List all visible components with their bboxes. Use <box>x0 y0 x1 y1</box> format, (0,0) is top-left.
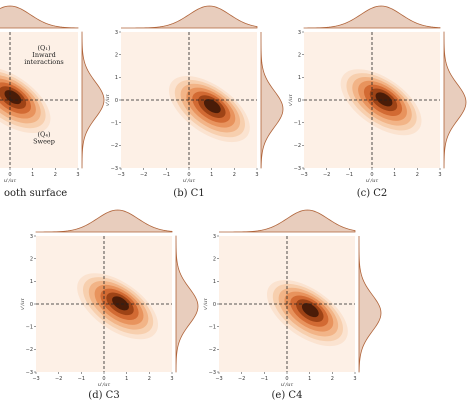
y-marginal-density <box>175 235 199 373</box>
x-tick-label: −1 <box>261 376 268 382</box>
x-tick-label: −3 <box>300 172 307 178</box>
x-marginal-density <box>35 209 173 233</box>
density-level-6 <box>301 303 319 318</box>
y-tick-label: −1 <box>111 120 118 126</box>
x-tick-label: 0 <box>102 376 105 382</box>
x-marginal-density <box>303 5 441 29</box>
x-tick-label: 0 <box>187 172 190 178</box>
density-level-6 <box>4 90 22 105</box>
x-axis-label: u'/uτ <box>183 178 195 184</box>
y-axis-label: v'/uτ <box>288 94 294 106</box>
x-tick-label: −2 <box>323 172 330 178</box>
y-tick-label: −2 <box>26 347 33 353</box>
x-axis-label: u'/uτ <box>4 178 16 184</box>
x-tick-label: 2 <box>233 172 236 178</box>
x-tick-label: 3 <box>353 376 356 382</box>
y-tick-label: 0 <box>213 302 216 308</box>
y-tick-label: 3 <box>30 234 33 240</box>
panel-caption: (c) C2 <box>357 188 388 199</box>
density-level-6 <box>203 99 221 114</box>
x-tick-label: −3 <box>117 172 124 178</box>
y-tick-label: 3 <box>115 30 118 36</box>
x-tick-label: 1 <box>393 172 396 178</box>
x-tick-label: 3 <box>76 172 79 178</box>
quadrant-annotation-0: (Q₁) Inward interactions <box>24 44 63 66</box>
x-axis-label: u'/uτ <box>281 382 293 388</box>
x-tick-label: 3 <box>170 376 173 382</box>
joint-plot-3: −3 −2 −1 0 1 2 3 −3 −2 −1 0 1 2 3 u'/uτ v'/uτ (d) C3 <box>20 209 199 401</box>
x-tick-label: −2 <box>140 172 147 178</box>
joint-plot-2: −3 −2 −1 0 1 2 3 −3 −2 −1 0 1 2 3 u'/uτ v'/uτ (c) C2 <box>288 5 467 199</box>
y-tick-label: 3 <box>213 234 216 240</box>
x-tick-label: −1 <box>346 172 353 178</box>
y-marginal-density <box>358 236 382 373</box>
x-tick-label: 2 <box>331 376 334 382</box>
y-tick-label: 1 <box>298 75 301 81</box>
joint-plot-4: −3 −2 −1 0 1 2 3 −3 −2 −1 0 1 2 3 u'/uτ v'/uτ (e) C4 <box>203 209 382 401</box>
y-tick-label: −1 <box>209 324 216 330</box>
joint-plot-0: 0 1 2 3 u'/uτ (Q₁) Inward interactions (Q₄) Sweep… <box>0 5 105 199</box>
y-tick-label: 1 <box>115 75 118 81</box>
y-tick-label: −3 <box>294 166 301 172</box>
y-tick-label: 2 <box>30 256 33 262</box>
density-level-6 <box>375 92 393 107</box>
y-marginal-density <box>260 32 284 169</box>
density-contours <box>340 69 422 136</box>
panel-caption: (b) C1 <box>173 188 204 199</box>
panel-caption: (e) C4 <box>272 390 303 401</box>
y-tick-label: −3 <box>111 166 118 172</box>
x-tick-label: 0 <box>370 172 373 178</box>
density-level-6 <box>112 296 129 311</box>
y-tick-label: 1 <box>213 279 216 285</box>
x-tick-label: 0 <box>8 172 11 178</box>
panel-caption: (d) C3 <box>88 390 119 401</box>
x-tick-label: 1 <box>31 172 34 178</box>
x-tick-label: −1 <box>163 172 170 178</box>
y-axis-label: v'/uτ <box>203 298 209 310</box>
y-tick-label: 2 <box>115 52 118 58</box>
y-tick-label: −3 <box>209 370 216 376</box>
x-axis-label: u'/uτ <box>366 178 378 184</box>
y-axis-label: v'/uτ <box>20 298 26 310</box>
y-tick-label: −1 <box>294 120 301 126</box>
x-tick-label: 1 <box>308 376 311 382</box>
x-tick-label: 2 <box>54 172 57 178</box>
x-tick-label: 2 <box>416 172 419 178</box>
y-tick-label: 2 <box>213 256 216 262</box>
x-tick-label: 1 <box>210 172 213 178</box>
y-tick-label: 0 <box>115 98 118 104</box>
y-axis-label: v'/uτ <box>105 94 111 106</box>
x-tick-label: 3 <box>438 172 441 178</box>
x-marginal-density <box>219 209 356 233</box>
y-tick-label: −2 <box>111 143 118 149</box>
y-tick-label: 0 <box>30 302 33 308</box>
panel-caption: ooth surface <box>4 188 67 199</box>
y-tick-label: 2 <box>298 52 301 58</box>
x-marginal-density <box>121 5 258 29</box>
y-marginal-density <box>443 31 467 169</box>
x-marginal-density <box>0 5 79 29</box>
x-tick-label: −2 <box>238 376 245 382</box>
x-tick-label: −1 <box>78 376 85 382</box>
y-marginal-density <box>81 31 105 169</box>
quadrant-annotation-1: (Q₄) Sweep <box>33 130 55 145</box>
x-tick-label: 2 <box>148 376 151 382</box>
x-tick-label: −3 <box>32 376 39 382</box>
y-tick-label: −2 <box>209 347 216 353</box>
x-tick-label: 3 <box>255 172 258 178</box>
x-tick-label: 0 <box>285 376 288 382</box>
y-tick-label: −2 <box>294 143 301 149</box>
y-tick-label: −3 <box>26 370 33 376</box>
joint-plot-1: −3 −2 −1 0 1 2 3 −3 −2 −1 0 1 2 3 u'/uτ v'/uτ (b) C1 <box>105 5 284 199</box>
x-tick-label: −2 <box>55 376 62 382</box>
y-tick-label: 3 <box>298 30 301 36</box>
x-axis-label: u'/uτ <box>98 382 110 388</box>
y-tick-label: 0 <box>298 98 301 104</box>
x-tick-label: 1 <box>125 376 128 382</box>
x-tick-label: −3 <box>215 376 222 382</box>
y-tick-label: −1 <box>26 324 33 330</box>
y-tick-label: 1 <box>30 279 33 285</box>
